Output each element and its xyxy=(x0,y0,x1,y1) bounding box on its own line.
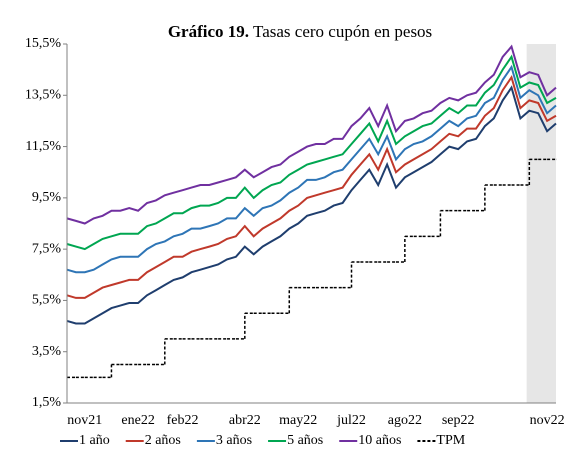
x-tick-label: feb22 xyxy=(167,413,199,428)
legend-label: 5 años xyxy=(287,433,323,448)
y-tick-label: 5,5% xyxy=(32,293,62,308)
legend-label: 2 años xyxy=(145,433,181,448)
x-tick-label: ago22 xyxy=(388,413,422,428)
x-tick-label: nov22 xyxy=(530,413,565,428)
x-tick-label: nov21 xyxy=(67,413,102,428)
x-tick-label: jul22 xyxy=(336,413,366,428)
x-tick-label: may22 xyxy=(279,413,317,428)
series-line xyxy=(66,74,557,299)
series-line xyxy=(66,44,557,225)
y-tick-label: 15,5% xyxy=(25,36,62,51)
chart-title: Gráfico 19. Tasas cero cupón en pesos xyxy=(168,22,432,41)
y-tick-label: 7,5% xyxy=(32,241,62,256)
legend-label: 3 años xyxy=(216,433,252,448)
legend-label: 10 años xyxy=(358,433,401,448)
series-line xyxy=(66,54,557,251)
y-tick-label: 13,5% xyxy=(25,88,62,103)
y-tick-label: 3,5% xyxy=(32,344,62,359)
y-tick-label: 9,5% xyxy=(32,190,62,205)
y-tick-label: 11,5% xyxy=(25,139,61,154)
x-tick-label: sep22 xyxy=(442,413,475,428)
title-text: Tasas cero cupón en pesos xyxy=(253,22,432,41)
x-tick-label: ene22 xyxy=(121,413,154,428)
series-line xyxy=(66,64,557,274)
legend-label: TPM xyxy=(436,433,465,448)
series-line xyxy=(66,85,557,325)
shaded-area xyxy=(526,44,556,403)
y-tick-label: 1,5% xyxy=(32,395,62,410)
title-prefix: Gráfico 19. xyxy=(168,22,249,41)
x-tick-label: abr22 xyxy=(229,413,261,428)
legend-label: 1 año xyxy=(79,433,110,448)
